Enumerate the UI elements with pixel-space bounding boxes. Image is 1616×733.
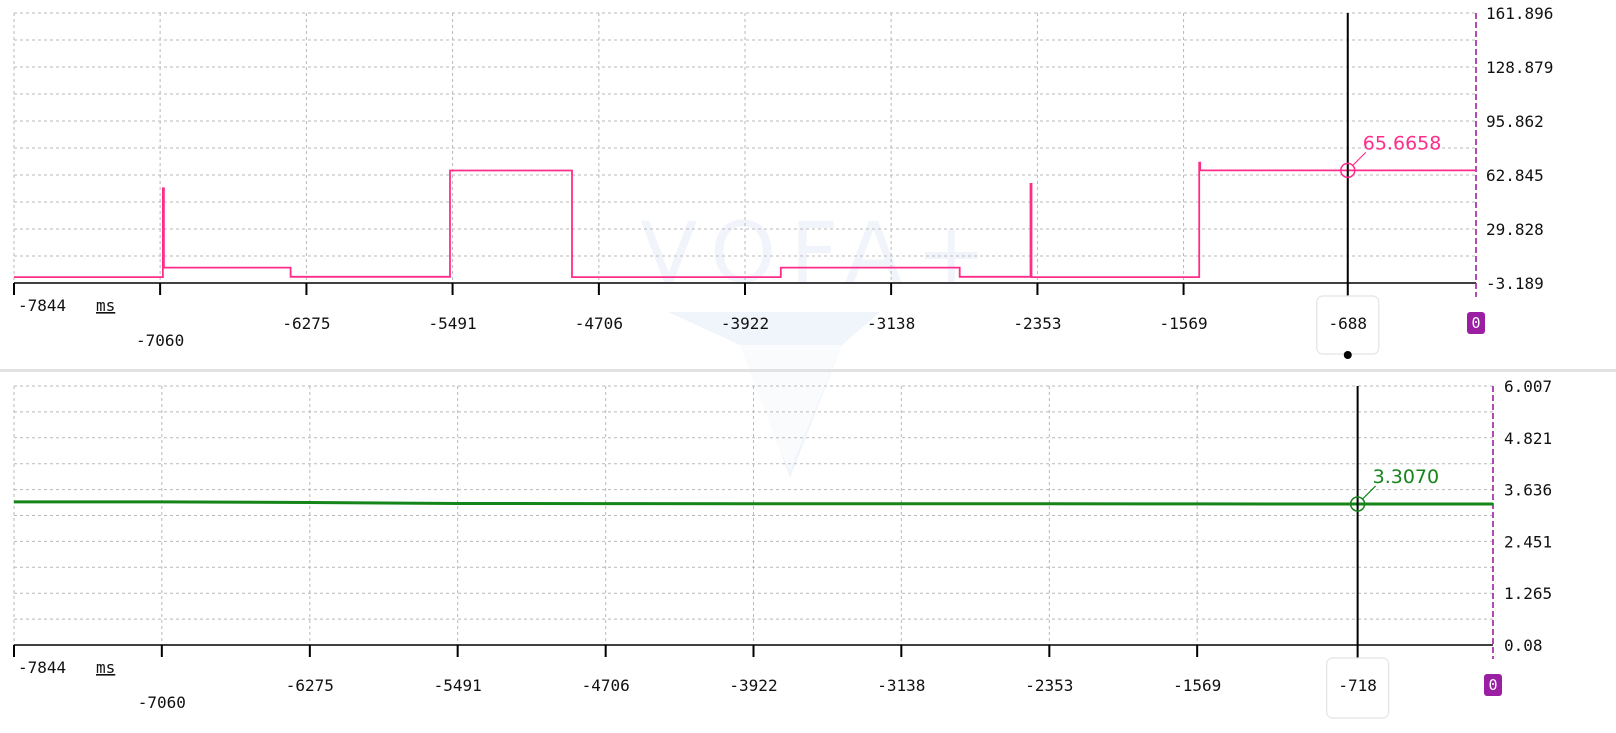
x-tick-label: -3138 xyxy=(867,314,915,333)
cursor-x-label: -718 xyxy=(1338,676,1377,695)
cursor-marker xyxy=(1349,496,1366,512)
x-tick-label: -5491 xyxy=(434,676,482,695)
x-tick-label: -7060 xyxy=(138,693,186,712)
y-tick-label: 128.879 xyxy=(1486,58,1553,77)
cursor-handle[interactable] xyxy=(1343,351,1352,359)
chart-panel-1[interactable]: -7844 -7060 -6275 -5491 -4706 -3922 -3138 -2353… xyxy=(13,4,1553,359)
cursor-value-label: 3.3070 xyxy=(1373,466,1439,488)
now-marker-badge[interactable] xyxy=(1484,674,1502,696)
cursor-x-label: -688 xyxy=(1329,314,1368,333)
x-unit-label: ms xyxy=(96,296,115,315)
cursor-leader-line xyxy=(1362,485,1377,500)
cursor-x-box[interactable] xyxy=(1326,657,1390,719)
y-tick-label: 0.08 xyxy=(1504,636,1543,655)
x-unit-label: ms xyxy=(96,658,115,677)
x-tick-label: -7844 xyxy=(18,296,66,315)
cursor-marker xyxy=(1340,162,1356,179)
now-marker-label: 0 xyxy=(1471,314,1480,332)
x-tick-label: -7060 xyxy=(136,331,184,350)
now-marker-label: 0 xyxy=(1488,676,1497,694)
y-tick-label: 2.451 xyxy=(1504,532,1552,551)
now-marker-badge[interactable] xyxy=(1467,312,1485,334)
y-tick-label: 95.862 xyxy=(1486,112,1544,131)
x-tick-label: -3138 xyxy=(877,676,925,695)
y-tick-label: 29.828 xyxy=(1486,220,1544,239)
watermark: VOFA+ xyxy=(640,204,1001,478)
chart-panel-2[interactable]: -7844 -7060 -6275 -5491 -4706 -3922 -3138 -2353… xyxy=(13,377,1552,719)
y-tick-label: 161.896 xyxy=(1486,4,1553,23)
x-tick-label: -6275 xyxy=(286,676,334,695)
x-tick-label: -2353 xyxy=(1013,314,1061,333)
y-tick-label: 1.265 xyxy=(1504,584,1552,603)
x-tick-label: -4706 xyxy=(582,676,630,695)
x-tick-label: -5491 xyxy=(428,314,476,333)
x-tick-label: -3922 xyxy=(721,314,769,333)
cursor-leader-line xyxy=(1352,151,1367,166)
watermark-logo-cutout-icon xyxy=(722,345,842,470)
x-tick-label: -2353 xyxy=(1025,676,1073,695)
x-tick-label: -1569 xyxy=(1159,314,1207,333)
y-tick-label: 3.636 xyxy=(1504,481,1552,500)
series-line-1 xyxy=(14,161,1476,279)
x-tick-label: -1569 xyxy=(1173,676,1221,695)
watermark-text: VOFA+ xyxy=(640,204,1001,302)
x-tick-label: -4706 xyxy=(575,314,623,333)
y-tick-label: 6.007 xyxy=(1504,377,1552,396)
y-tick-label: 62.845 xyxy=(1486,166,1544,185)
series-line-1 xyxy=(14,500,1493,506)
x-tick-label: -3922 xyxy=(729,676,777,695)
panel-divider xyxy=(0,369,1616,372)
x-tick-label: -6275 xyxy=(282,314,330,333)
y-tick-label: -3.189 xyxy=(1486,274,1544,293)
y-tick-label: 4.821 xyxy=(1504,429,1552,448)
x-tick-label: -7844 xyxy=(18,658,66,677)
cursor-value-label: 65.6658 xyxy=(1363,132,1442,154)
